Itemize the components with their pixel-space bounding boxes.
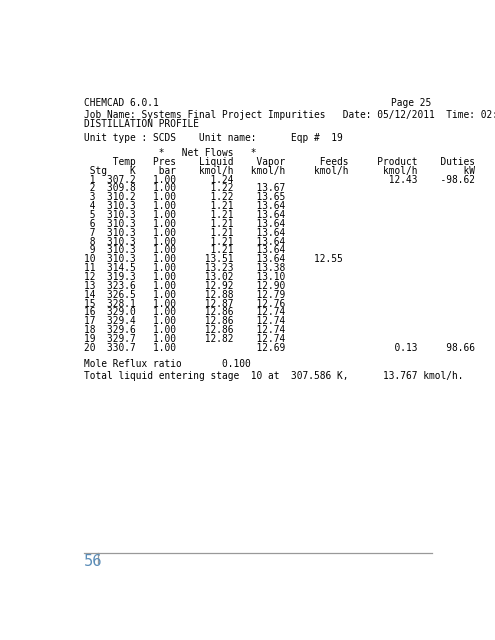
Text: 4  310.3   1.00      1.21    13.64: 4 310.3 1.00 1.21 13.64	[84, 201, 285, 211]
Text: DISTILLATION PROFILE: DISTILLATION PROFILE	[84, 119, 198, 129]
Text: 5  310.3   1.00      1.21    13.64: 5 310.3 1.00 1.21 13.64	[84, 210, 285, 220]
Text: Job Name: Systems Final Project Impurities   Date: 05/12/2011  Time: 02:29:15: Job Name: Systems Final Project Impuriti…	[84, 110, 495, 120]
Text: Mole Reflux ratio       0.100: Mole Reflux ratio 0.100	[84, 359, 250, 369]
Text: Temp   Pres    Liquid    Vapor      Feeds     Product    Duties: Temp Pres Liquid Vapor Feeds Product Dut…	[84, 157, 475, 167]
Text: Page 25: Page 25	[392, 97, 432, 108]
Text: 56: 56	[84, 554, 102, 569]
Text: 17  329.4   1.00     12.86    12.74: 17 329.4 1.00 12.86 12.74	[84, 316, 285, 326]
Text: *   Net Flows   *: * Net Flows *	[84, 148, 256, 158]
Text: 19  329.7   1.00     12.82    12.74: 19 329.7 1.00 12.82 12.74	[84, 334, 285, 344]
Text: 11  314.5   1.00     13.23    13.38: 11 314.5 1.00 13.23 13.38	[84, 263, 285, 273]
Text: 9  310.3   1.00      1.21    13.64: 9 310.3 1.00 1.21 13.64	[84, 246, 285, 255]
Text: 15  328.1   1.00     12.87    12.76: 15 328.1 1.00 12.87 12.76	[84, 299, 285, 308]
Text: Total liquid entering stage  10 at  307.586 K,      13.767 kmol/h.: Total liquid entering stage 10 at 307.58…	[84, 371, 463, 381]
Text: 2  309.8   1.00      1.22    13.67: 2 309.8 1.00 1.22 13.67	[84, 184, 285, 193]
Text: CHEMCAD 6.0.1: CHEMCAD 6.0.1	[84, 97, 158, 108]
Text: 20  330.7   1.00              12.69                   0.13     98.66: 20 330.7 1.00 12.69 0.13 98.66	[84, 343, 475, 353]
Text: 3  310.2   1.00      1.22    13.65: 3 310.2 1.00 1.22 13.65	[84, 193, 285, 202]
Text: 16  329.0   1.00     12.86    12.74: 16 329.0 1.00 12.86 12.74	[84, 307, 285, 317]
Text: Unit type : SCDS    Unit name:      Eqp #  19: Unit type : SCDS Unit name: Eqp # 19	[84, 133, 343, 143]
Text: 13  323.6   1.00     12.92    12.90: 13 323.6 1.00 12.92 12.90	[84, 281, 285, 291]
Text: 7  310.3   1.00      1.21    13.64: 7 310.3 1.00 1.21 13.64	[84, 228, 285, 237]
Text: 6  310.3   1.00      1.21    13.64: 6 310.3 1.00 1.21 13.64	[84, 219, 285, 229]
Text: 18  329.6   1.00     12.86    12.74: 18 329.6 1.00 12.86 12.74	[84, 325, 285, 335]
Text: 1  307.2   1.00      1.24                           12.43    -98.62: 1 307.2 1.00 1.24 12.43 -98.62	[84, 175, 475, 184]
Text: 14  326.5   1.00     12.88    12.79: 14 326.5 1.00 12.88 12.79	[84, 290, 285, 300]
Text: 8  310.3   1.00      1.21    13.64: 8 310.3 1.00 1.21 13.64	[84, 237, 285, 246]
Text: 12  319.3   1.00     13.02    13.10: 12 319.3 1.00 13.02 13.10	[84, 272, 285, 282]
Text: 10  310.3   1.00     13.51    13.64     12.55: 10 310.3 1.00 13.51 13.64 12.55	[84, 254, 343, 264]
Text: Stg    K    bar    kmol/h   kmol/h     kmol/h      kmol/h        kW: Stg K bar kmol/h kmol/h kmol/h kmol/h kW	[84, 166, 475, 176]
